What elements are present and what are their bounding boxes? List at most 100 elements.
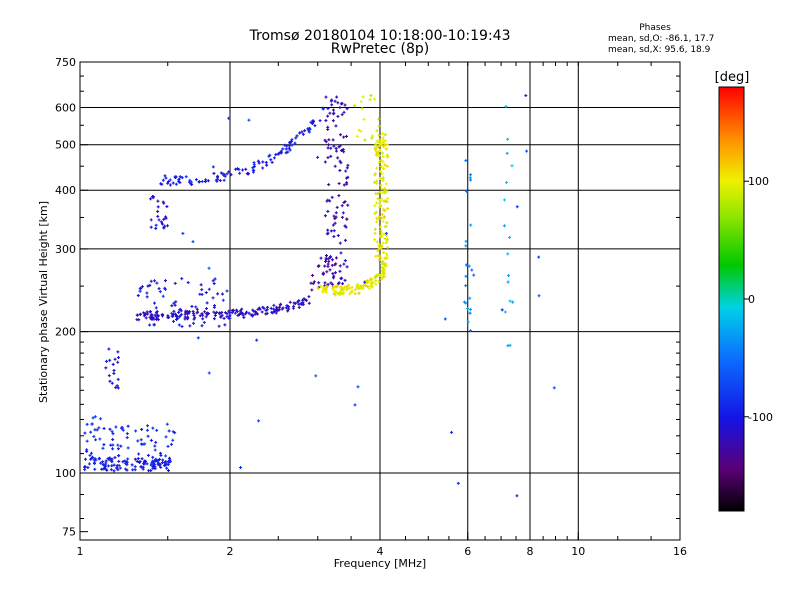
data-point xyxy=(211,296,215,300)
data-point xyxy=(468,296,472,300)
data-point xyxy=(276,152,280,156)
data-point xyxy=(115,467,119,471)
data-point xyxy=(131,468,135,472)
data-point xyxy=(299,302,303,306)
data-point xyxy=(303,298,307,302)
data-point xyxy=(174,182,178,186)
data-point xyxy=(159,220,163,224)
data-point xyxy=(327,143,331,147)
data-point xyxy=(110,457,114,461)
data-point xyxy=(161,200,165,204)
data-point xyxy=(216,292,220,296)
data-point xyxy=(165,466,169,470)
data-point xyxy=(178,175,182,179)
data-point xyxy=(167,469,171,473)
data-point xyxy=(323,214,327,218)
data-point xyxy=(103,466,107,470)
x-tick-label: 10 xyxy=(571,545,585,558)
data-point xyxy=(384,241,388,245)
data-point xyxy=(174,300,178,304)
data-point xyxy=(383,133,387,137)
data-point xyxy=(335,95,339,99)
data-point xyxy=(156,199,160,203)
data-point xyxy=(345,181,349,185)
data-point xyxy=(85,449,89,453)
data-point xyxy=(99,417,103,421)
data-point xyxy=(111,362,115,366)
data-point xyxy=(469,173,473,177)
data-point xyxy=(373,148,377,152)
data-point xyxy=(161,294,165,298)
data-point xyxy=(306,128,310,132)
data-point xyxy=(365,279,369,283)
data-point xyxy=(243,312,247,316)
data-point xyxy=(385,254,389,258)
data-point xyxy=(154,314,158,318)
data-point xyxy=(384,224,388,228)
data-point xyxy=(149,279,153,283)
data-point xyxy=(172,301,176,305)
data-point xyxy=(334,256,338,260)
data-point xyxy=(334,149,338,153)
data-point xyxy=(191,310,195,314)
data-point xyxy=(195,307,199,311)
data-point xyxy=(328,199,332,203)
data-point xyxy=(383,237,387,241)
data-point xyxy=(164,462,168,466)
data-point xyxy=(163,279,167,283)
data-point xyxy=(107,374,111,378)
data-point xyxy=(150,462,154,466)
data-point xyxy=(177,310,181,314)
data-point xyxy=(290,143,294,147)
data-point xyxy=(319,284,323,288)
data-point xyxy=(316,287,320,291)
data-point xyxy=(223,323,227,327)
data-point xyxy=(136,439,140,443)
data-point xyxy=(371,281,375,285)
data-point xyxy=(343,224,347,228)
data-point xyxy=(317,264,321,268)
data-point xyxy=(218,179,222,183)
data-point xyxy=(158,462,162,466)
data-point xyxy=(456,481,460,485)
data-point xyxy=(373,227,377,231)
data-point xyxy=(167,315,171,319)
data-point xyxy=(324,95,328,99)
data-point xyxy=(117,459,121,463)
data-point xyxy=(373,180,377,184)
data-point xyxy=(112,368,116,372)
data-point xyxy=(465,189,469,193)
data-point xyxy=(216,174,220,178)
data-point xyxy=(121,460,125,464)
data-point xyxy=(272,156,276,160)
data-point xyxy=(381,219,385,223)
data-point xyxy=(331,272,335,276)
data-point xyxy=(178,314,182,318)
data-point xyxy=(277,305,281,309)
data-point xyxy=(337,194,341,198)
data-point xyxy=(285,304,289,308)
data-point xyxy=(102,443,106,447)
data-point xyxy=(105,359,109,363)
data-point xyxy=(172,309,176,313)
data-point xyxy=(378,201,382,205)
data-point xyxy=(332,289,336,293)
data-point xyxy=(115,384,119,388)
data-point xyxy=(381,131,385,135)
data-point xyxy=(379,197,383,201)
data-point xyxy=(382,189,386,193)
data-point xyxy=(207,266,211,270)
data-point xyxy=(238,309,242,313)
data-point xyxy=(383,209,387,213)
data-point xyxy=(334,146,338,150)
data-point xyxy=(318,119,322,123)
data-point xyxy=(331,138,335,142)
data-point xyxy=(146,284,150,288)
data-point xyxy=(229,173,233,177)
data-point xyxy=(336,234,340,238)
data-point xyxy=(378,149,382,153)
data-point xyxy=(190,304,194,308)
data-point xyxy=(177,177,181,181)
data-point xyxy=(468,311,472,315)
